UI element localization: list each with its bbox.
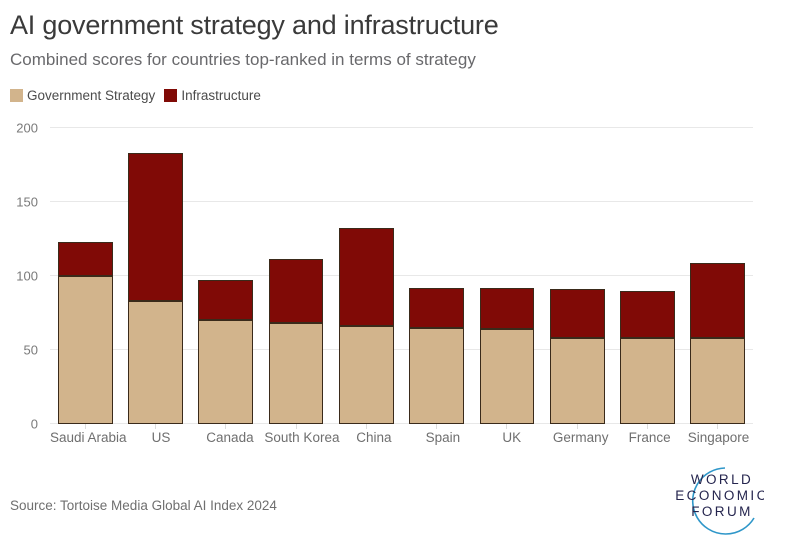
bar-segment-infrastructure-spain <box>409 288 465 328</box>
x-tick-uk <box>506 424 508 429</box>
x-tick-canada <box>225 424 227 429</box>
wef-logo: WORLD ECONOMIC FORUM <box>675 467 764 535</box>
bar-segment-infrastructure-germany <box>549 289 605 338</box>
legend: Government Strategy Infrastructure <box>10 88 261 103</box>
gridline-200 <box>50 127 753 128</box>
y-axis: 0 50 100 150 200 <box>0 122 44 431</box>
x-tick-singapore <box>717 424 719 429</box>
legend-item-government-strategy: Government Strategy <box>10 88 155 103</box>
bar-slot-germany <box>542 128 612 424</box>
bar-china <box>338 228 394 424</box>
bar-singapore <box>690 263 746 424</box>
gridline-50 <box>50 349 753 350</box>
x-axis-label-canada: Canada <box>206 430 254 445</box>
bar-slot-south-korea <box>261 128 331 424</box>
gridline-100 <box>50 275 753 276</box>
bar-germany <box>549 289 605 424</box>
bar-segment-infrastructure-us <box>128 153 183 301</box>
x-axis-labels: Saudi Arabia US Canada South Korea China Spai… <box>50 430 753 445</box>
x-axis-label-china: China <box>356 430 392 445</box>
x-axis-label-germany: Germany <box>552 430 609 445</box>
bar-segment-government-strategy-france <box>620 338 675 424</box>
legend-swatch-infrastructure <box>164 89 178 102</box>
x-axis-label-singapore: Singapore <box>687 430 750 445</box>
legend-label-government-strategy: Government Strategy <box>27 88 156 103</box>
bar-segment-infrastructure-saudi-arabia <box>57 242 113 276</box>
bar-segment-infrastructure-singapore <box>690 263 746 338</box>
bar-us <box>128 153 183 424</box>
bar-segment-government-strategy-south-korea <box>268 323 324 424</box>
bar-segment-government-strategy-us <box>128 301 183 424</box>
bar-uk <box>479 288 535 424</box>
wef-logo-line-1: WORLD <box>691 472 753 487</box>
bar-segment-government-strategy-singapore <box>690 338 746 424</box>
bar-slot-china <box>331 128 401 424</box>
x-tick-germany <box>576 424 578 429</box>
y-tick-label-150: 150 <box>16 194 38 210</box>
bar-slot-singapore <box>683 128 753 424</box>
x-tick-france <box>647 424 649 429</box>
bar-segment-government-strategy-spain <box>409 328 465 424</box>
chart-title: AI government strategy and infrastructur… <box>10 10 499 40</box>
bar-segment-infrastructure-france <box>620 291 675 338</box>
x-axis-label-us: US <box>151 430 171 445</box>
x-axis-label-france: France <box>628 430 671 445</box>
bar-france <box>620 291 675 424</box>
y-tick-label-100: 100 <box>16 268 38 284</box>
legend-item-infrastructure: Infrastructure <box>164 88 261 103</box>
x-axis-ticks <box>50 424 753 429</box>
bars-container <box>50 128 753 424</box>
x-axis-label-south-korea: South Korea <box>264 430 340 445</box>
wef-logo-line-2: ECONOMIC <box>675 488 764 503</box>
y-tick-label-200: 200 <box>16 120 38 136</box>
y-tick-label-0: 0 <box>30 416 38 432</box>
bar-slot-spain <box>401 128 471 424</box>
source-note: Source: Tortoise Media Global AI Index 2… <box>10 498 277 513</box>
bar-saudi-arabia <box>57 242 113 424</box>
bar-segment-government-strategy-canada <box>198 320 254 424</box>
wef-logo-line-3: FORUM <box>691 504 753 519</box>
bar-slot-us <box>120 128 190 424</box>
plot-area <box>50 127 753 424</box>
bar-segment-government-strategy-uk <box>479 329 535 424</box>
legend-label-infrastructure: Infrastructure <box>181 88 261 103</box>
x-tick-spain <box>436 424 438 429</box>
x-axis-label-uk: UK <box>502 430 522 445</box>
y-tick-label-50: 50 <box>23 342 38 358</box>
bar-segment-government-strategy-china <box>338 326 394 424</box>
bar-segment-government-strategy-saudi-arabia <box>57 276 113 424</box>
bar-segment-infrastructure-china <box>338 228 394 326</box>
bar-slot-canada <box>191 128 261 424</box>
x-tick-china <box>365 424 367 429</box>
bar-segment-government-strategy-germany <box>549 338 605 424</box>
legend-swatch-government-strategy <box>10 89 23 102</box>
wef-logo-arc-icon <box>691 467 755 535</box>
bar-south-korea <box>268 259 324 424</box>
gridline-0 <box>50 423 753 424</box>
x-axis-label-saudi-arabia: Saudi Arabia <box>50 430 127 445</box>
bar-spain <box>409 288 465 424</box>
bar-slot-france <box>612 128 682 424</box>
x-axis-label-spain: Spain <box>425 430 461 445</box>
bar-slot-uk <box>472 128 542 424</box>
wef-logo-text: WORLD ECONOMIC FORUM <box>675 472 764 519</box>
bar-segment-infrastructure-canada <box>198 280 254 320</box>
x-tick-saudi-arabia <box>84 424 86 429</box>
x-tick-us <box>154 424 156 429</box>
x-tick-south-korea <box>295 424 297 429</box>
bar-slot-saudi-arabia <box>50 128 120 424</box>
bar-segment-infrastructure-uk <box>479 288 535 329</box>
gridline-150 <box>50 201 753 202</box>
bar-canada <box>198 280 254 424</box>
bar-segment-infrastructure-south-korea <box>268 259 324 323</box>
chart-subtitle: Combined scores for countries top-ranked… <box>10 50 476 69</box>
